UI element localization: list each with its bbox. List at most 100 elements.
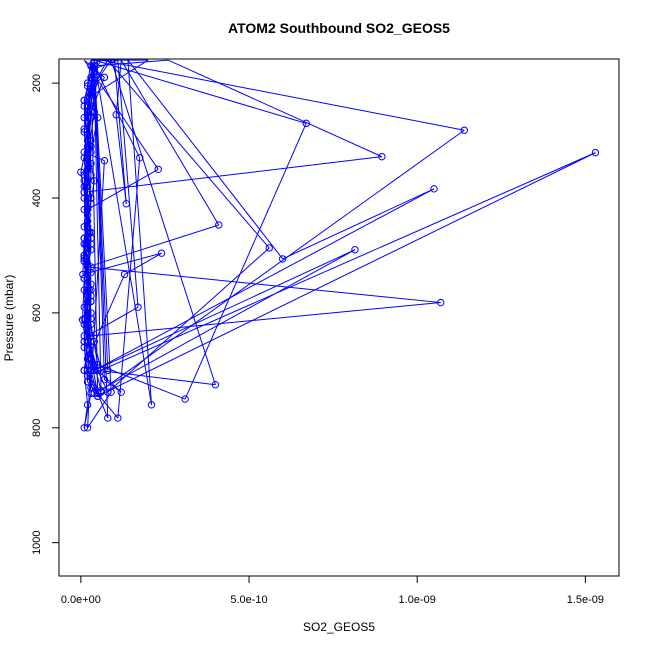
data-point bbox=[181, 395, 189, 403]
plot-frame bbox=[58, 58, 620, 577]
series-segment bbox=[100, 129, 465, 391]
data-point bbox=[120, 270, 129, 279]
data-point bbox=[80, 257, 88, 265]
data-point bbox=[83, 136, 92, 145]
x-tick-label: 1.0e-09 bbox=[399, 594, 436, 606]
series-segment bbox=[90, 302, 441, 337]
y-tick-label: 400 bbox=[31, 189, 43, 207]
data-point bbox=[83, 424, 92, 432]
data-point bbox=[83, 217, 92, 225]
data-point bbox=[87, 200, 95, 208]
y-tick-label: 800 bbox=[31, 419, 43, 437]
data-point bbox=[87, 73, 95, 82]
x-tick-label: 5.0e-10 bbox=[230, 594, 267, 606]
data-point bbox=[83, 320, 92, 329]
series-segment bbox=[127, 59, 284, 260]
data-point bbox=[83, 309, 92, 317]
data-point bbox=[87, 355, 95, 363]
series-segment bbox=[97, 370, 109, 393]
series-segment bbox=[94, 249, 356, 371]
data-point bbox=[79, 270, 87, 279]
series-segment bbox=[84, 156, 382, 193]
data-point bbox=[117, 388, 125, 396]
data-point bbox=[87, 85, 95, 93]
series-segment bbox=[120, 59, 220, 226]
data-point bbox=[83, 108, 92, 116]
data-point bbox=[83, 211, 92, 219]
data-point bbox=[87, 337, 95, 346]
series-segment bbox=[100, 152, 596, 371]
data-point bbox=[134, 303, 142, 311]
series-segment bbox=[97, 152, 596, 397]
data-point bbox=[93, 389, 102, 398]
data-point bbox=[90, 366, 99, 375]
data-point bbox=[80, 171, 88, 179]
data-point bbox=[265, 244, 273, 252]
series-segment bbox=[87, 266, 441, 304]
series-segment bbox=[83, 59, 159, 170]
series-segment bbox=[184, 123, 307, 400]
series-segment bbox=[127, 60, 152, 405]
data-point bbox=[83, 119, 92, 128]
data-point bbox=[87, 291, 95, 300]
series-segment bbox=[87, 335, 99, 371]
data-point bbox=[104, 366, 112, 375]
data-point bbox=[591, 148, 600, 157]
series-points bbox=[77, 59, 600, 432]
data-point bbox=[97, 388, 105, 396]
data-point bbox=[80, 303, 88, 311]
series-segment bbox=[168, 59, 383, 158]
data-point bbox=[80, 125, 88, 133]
data-point bbox=[83, 194, 92, 202]
data-point bbox=[100, 156, 109, 165]
data-point bbox=[87, 263, 95, 271]
data-point bbox=[147, 401, 156, 409]
data-point bbox=[87, 240, 95, 248]
x-tick-label: 0.0e+00 bbox=[61, 594, 101, 606]
data-point bbox=[460, 126, 468, 134]
data-point bbox=[87, 234, 95, 242]
y-axis: 200 400 600 800 1000 bbox=[31, 74, 59, 555]
data-point bbox=[83, 332, 92, 340]
data-point bbox=[83, 205, 92, 214]
series-segment bbox=[87, 224, 219, 268]
series-segment bbox=[100, 59, 465, 131]
data-point bbox=[87, 194, 95, 202]
x-axis-label: SO2_GEOS5 bbox=[303, 620, 375, 634]
data-point bbox=[87, 383, 95, 392]
data-point bbox=[104, 414, 112, 422]
data-point bbox=[83, 297, 92, 306]
data-point bbox=[430, 185, 438, 193]
y-tick-label: 200 bbox=[31, 74, 43, 92]
data-point bbox=[80, 343, 88, 352]
data-point bbox=[83, 286, 92, 294]
data-point bbox=[122, 200, 130, 208]
data-point bbox=[80, 96, 88, 105]
data-point bbox=[90, 177, 99, 185]
series-segment bbox=[87, 163, 92, 199]
data-point bbox=[87, 228, 95, 237]
data-point bbox=[100, 73, 109, 82]
series-segment bbox=[87, 301, 92, 336]
series-segment bbox=[87, 335, 95, 371]
data-point bbox=[80, 182, 88, 191]
series-segment bbox=[90, 77, 105, 113]
data-point bbox=[90, 79, 99, 87]
data-point bbox=[87, 297, 95, 306]
series-segment bbox=[93, 341, 102, 371]
data-point bbox=[83, 154, 92, 162]
data-point bbox=[87, 90, 95, 99]
data-point bbox=[87, 280, 95, 288]
data-point bbox=[378, 152, 386, 161]
series-segment bbox=[117, 60, 139, 308]
data-point bbox=[90, 67, 99, 76]
series-segment bbox=[93, 62, 112, 393]
data-point bbox=[154, 165, 162, 173]
chart-title: ATOM2 Southbound SO2_GEOS5 bbox=[228, 20, 450, 36]
data-point bbox=[83, 148, 92, 156]
data-point bbox=[80, 274, 88, 283]
data-point bbox=[83, 337, 92, 346]
data-point bbox=[80, 332, 88, 340]
series-segment bbox=[282, 188, 435, 260]
data-point bbox=[80, 223, 88, 231]
